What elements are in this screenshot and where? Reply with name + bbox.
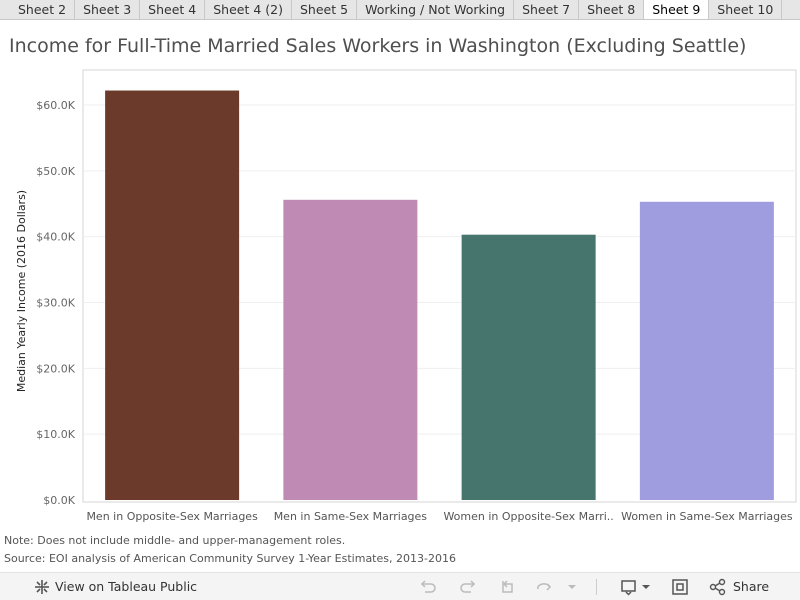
refresh-dropdown-icon[interactable] <box>563 578 581 596</box>
bar-4[interactable] <box>639 201 774 500</box>
x-category-label: Women in Same-Sex Marriages <box>621 510 793 523</box>
bar-2[interactable] <box>283 199 418 501</box>
download-dropdown-icon[interactable] <box>637 578 655 596</box>
chart-note: Note: Does not include middle- and upper… <box>4 534 346 547</box>
chart-title: Income for Full-Time Married Sales Worke… <box>9 35 747 57</box>
share-icon[interactable] <box>709 578 727 596</box>
tab-sheet-9[interactable]: Sheet 9 <box>644 0 710 19</box>
tab-sheet-8[interactable]: Sheet 8 <box>579 0 645 19</box>
y-tick-label: $10.0K <box>36 428 75 441</box>
plot-area <box>82 69 797 503</box>
share-button[interactable]: Share <box>733 579 770 594</box>
x-category-label: Men in Same-Sex Marriages <box>274 510 428 523</box>
y-tick-label: $0.0K <box>43 494 75 507</box>
tableau-toolbar: View on Tableau Public Share <box>0 572 800 600</box>
refresh-icon[interactable] <box>535 578 553 596</box>
tab-sheet-10[interactable]: Sheet 10 <box>709 0 783 19</box>
chart-source: Source: EOI analysis of American Communi… <box>4 552 456 565</box>
toolbar-divider <box>596 579 597 595</box>
tab-sheet-7[interactable]: Sheet 7 <box>514 0 580 19</box>
download-icon[interactable] <box>620 578 638 596</box>
y-tick-label: $40.0K <box>36 231 75 244</box>
tab-sheet-2[interactable]: Sheet 2 <box>10 0 76 19</box>
y-tick-label: $20.0K <box>36 362 75 375</box>
tab-sheet-5[interactable]: Sheet 5 <box>292 0 358 19</box>
bar-1[interactable] <box>105 90 240 500</box>
undo-icon[interactable] <box>419 578 437 596</box>
tab-working-not-working[interactable]: Working / Not Working <box>357 0 515 19</box>
y-axis-title: Median Yearly Income (2016 Dollars) <box>15 190 28 392</box>
y-tick-label: $30.0K <box>36 297 75 310</box>
y-tick-label: $60.0K <box>36 99 75 112</box>
view-on-tableau-link[interactable]: View on Tableau Public <box>55 579 198 594</box>
revert-icon[interactable] <box>498 578 516 596</box>
tab-sheet-4[interactable]: Sheet 4 <box>140 0 206 19</box>
x-category-label: Women in Opposite-Sex Marri.. <box>443 510 613 523</box>
x-category-label: Men in Opposite-Sex Marriages <box>86 510 258 523</box>
fullscreen-icon[interactable] <box>671 578 689 596</box>
redo-icon[interactable] <box>459 578 477 596</box>
tab-sheet-3[interactable]: Sheet 3 <box>75 0 141 19</box>
bar-3[interactable] <box>461 234 596 501</box>
bar-chart: $0.0K $10.0K $20.0K $30.0K $40.0K $50.0K $60.0… <box>15 69 797 523</box>
tab-sheet-4-2[interactable]: Sheet 4 (2) <box>205 0 292 19</box>
y-tick-label: $50.0K <box>36 165 75 178</box>
tableau-logo-icon[interactable] <box>33 578 51 596</box>
